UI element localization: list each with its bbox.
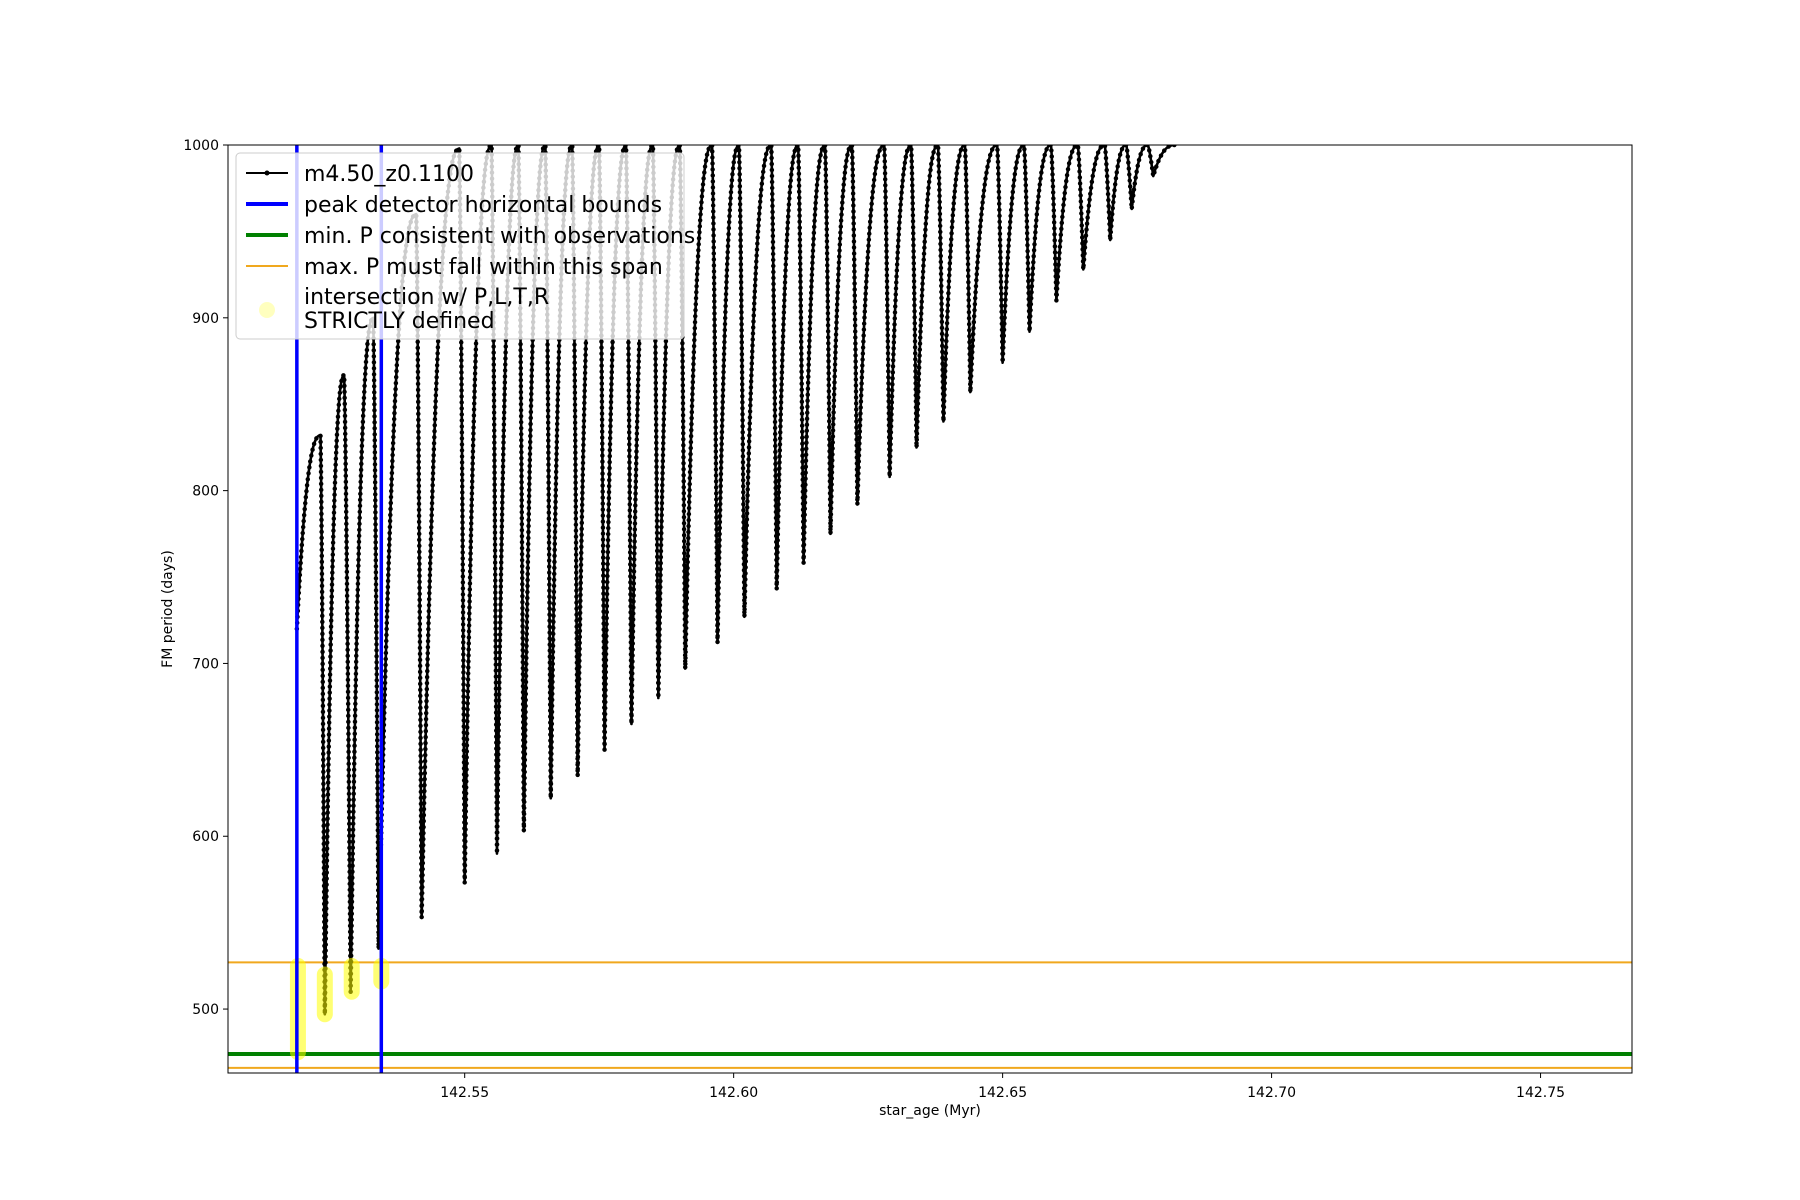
legend-label-2: peak detector horizontal bounds (304, 193, 662, 218)
x-axis-label: star_age (Myr) (879, 1103, 981, 1119)
legend-label-3: min. P consistent with observations (304, 224, 695, 249)
legend-label-5-1: intersection w/ P,L,T,R (304, 285, 549, 310)
legend-swatch-intersection (259, 302, 275, 318)
y-tick-label-3: 700 (192, 656, 219, 672)
legend-marker-model (264, 170, 270, 176)
y-axis-label: FM period (days) (160, 550, 176, 668)
axes-frame (227, 144, 1633, 1074)
x-tick-label-1: 142.55 (440, 1085, 489, 1101)
legend-label-4: max. P must fall within this span (304, 255, 663, 280)
axis-ticks: 142.55 142.60 142.65 142.70 142.75 500 600 700 8… (183, 138, 1565, 1101)
x-tick-label-5: 142.75 (1516, 1085, 1565, 1101)
legend-box (235, 152, 685, 340)
x-tick-label-4: 142.70 (1247, 1085, 1296, 1101)
x-tick-label-2: 142.60 (709, 1085, 758, 1101)
y-tick-label-5: 900 (192, 311, 219, 327)
legend-label-1: m4.50_z0.1100 (304, 162, 474, 187)
y-tick-label-4: 800 (192, 484, 219, 500)
y-tick-label-1: 500 (192, 1002, 219, 1018)
x-tick-label-3: 142.65 (978, 1085, 1027, 1101)
legend-label-5-2: STRICTLY defined (304, 309, 495, 334)
y-tick-label-2: 600 (192, 829, 219, 845)
series-markers-model (294, 145, 1178, 1015)
y-tick-label-6: 1000 (183, 138, 219, 154)
plot-area (228, 145, 1632, 1073)
